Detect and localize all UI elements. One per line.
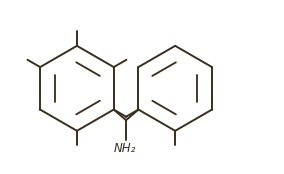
Text: NH₂: NH₂: [114, 142, 136, 155]
